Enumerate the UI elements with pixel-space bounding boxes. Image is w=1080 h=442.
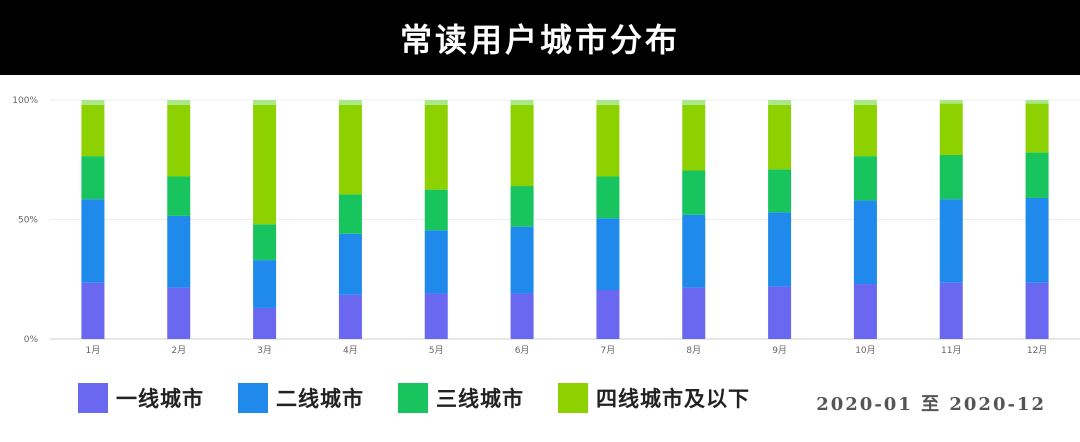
bar-segment	[253, 100, 277, 105]
bar-segment	[939, 100, 963, 104]
bar-segment	[510, 100, 534, 105]
bar-segment	[167, 100, 191, 105]
bar-segment	[424, 104, 448, 190]
bar-segment	[338, 194, 362, 234]
bar-segment	[596, 104, 620, 177]
bar-segment	[682, 287, 706, 339]
bar-segment	[81, 282, 105, 339]
bar-segment	[853, 200, 877, 285]
date-range: 2020-01 至 2020-12	[816, 394, 1046, 415]
x-tick-label: 8月	[686, 345, 701, 356]
bar-segment	[596, 176, 620, 219]
bar-segment	[253, 260, 277, 308]
bar-segment	[510, 186, 534, 227]
bar-segment	[939, 103, 963, 155]
bar-segment	[510, 293, 534, 339]
x-tick-label: 5月	[429, 345, 444, 356]
legend: 一线城市 二线城市 三线城市 四线城市及以下	[78, 383, 784, 413]
bar-segment	[338, 100, 362, 105]
x-tick-label: 3月	[257, 345, 272, 356]
x-tick-label: 6月	[515, 345, 530, 356]
bar-segment	[338, 104, 362, 195]
legend-item-tier2: 二线城市	[238, 383, 364, 413]
y-tick-label: 50%	[18, 216, 38, 226]
legend-item-tier3: 三线城市	[398, 383, 524, 413]
bar-segment	[167, 215, 191, 288]
bar-segment	[853, 284, 877, 339]
bar-segment	[1025, 197, 1049, 283]
bar-segment	[510, 104, 534, 187]
bar-segment	[253, 224, 277, 261]
y-tick-label: 100%	[12, 96, 38, 106]
bar-segment	[939, 199, 963, 283]
bar-segment	[682, 170, 706, 215]
legend-item-tier4: 四线城市及以下	[558, 383, 750, 413]
bar-segment	[424, 189, 448, 231]
bar-segment	[424, 100, 448, 105]
x-tick-label: 12月	[1027, 345, 1047, 356]
bar-segment	[167, 287, 191, 339]
legend-swatch-tier2	[238, 383, 268, 413]
legend-swatch-tier4	[558, 383, 588, 413]
bar-segment	[424, 293, 448, 339]
bar-segment	[853, 100, 877, 105]
bar-segment	[253, 307, 277, 339]
title-bar: 常读用户城市分布	[0, 0, 1080, 75]
bar-segment	[253, 104, 277, 225]
bar-segment	[424, 230, 448, 294]
bar-segment	[1025, 100, 1049, 104]
bar-segment	[81, 199, 105, 283]
bar-segment	[1025, 282, 1049, 339]
bar-segment	[81, 156, 105, 200]
bar-segment	[939, 282, 963, 339]
bar-segment	[167, 104, 191, 177]
bar-segment	[81, 100, 105, 105]
y-tick-label: 0%	[24, 335, 39, 345]
legend-item-tier1: 一线城市	[78, 383, 204, 413]
bar-segment	[338, 233, 362, 295]
legend-label-tier4: 四线城市及以下	[596, 386, 750, 411]
bar-segment	[853, 156, 877, 201]
stacked-bar-chart: 0% 50% 100% 1月 2月 3月 4月 5月 6月 7月 8月 9月 10月 11月 12月	[12, 96, 1080, 356]
legend-label-tier2: 二线城市	[276, 386, 364, 411]
legend-swatch-tier1	[78, 383, 108, 413]
bar-segment	[596, 290, 620, 339]
x-tick-label: 9月	[772, 345, 787, 356]
bar-segment	[1025, 152, 1049, 198]
bar-segment	[768, 104, 792, 170]
bar-segment	[596, 100, 620, 105]
bar-segment	[682, 100, 706, 105]
x-tick-label: 7月	[601, 345, 616, 356]
legend-label-tier3: 三线城市	[436, 386, 524, 411]
bar-segment	[768, 286, 792, 339]
x-tick-label: 2月	[171, 345, 186, 356]
legend-label-tier1: 一线城市	[116, 386, 204, 411]
bar-segment	[596, 218, 620, 291]
x-tick-label: 4月	[343, 345, 358, 356]
bar-segment	[167, 176, 191, 216]
x-tick-label: 11月	[941, 345, 961, 356]
bar-segment	[682, 104, 706, 171]
x-tick-label: 1月	[86, 345, 101, 356]
bar-segment	[853, 104, 877, 157]
bar-segment	[768, 212, 792, 287]
bar-segment	[510, 226, 534, 294]
bar-segment	[338, 294, 362, 339]
x-tick-label: 10月	[855, 345, 875, 356]
bar-segment	[939, 154, 963, 200]
legend-swatch-tier3	[398, 383, 428, 413]
bar-segment	[1025, 103, 1049, 153]
chart-title: 常读用户城市分布	[399, 20, 680, 59]
bar-segment	[768, 100, 792, 105]
bar-segment	[682, 214, 706, 288]
bar-segment	[768, 169, 792, 213]
bar-segment	[81, 104, 105, 157]
